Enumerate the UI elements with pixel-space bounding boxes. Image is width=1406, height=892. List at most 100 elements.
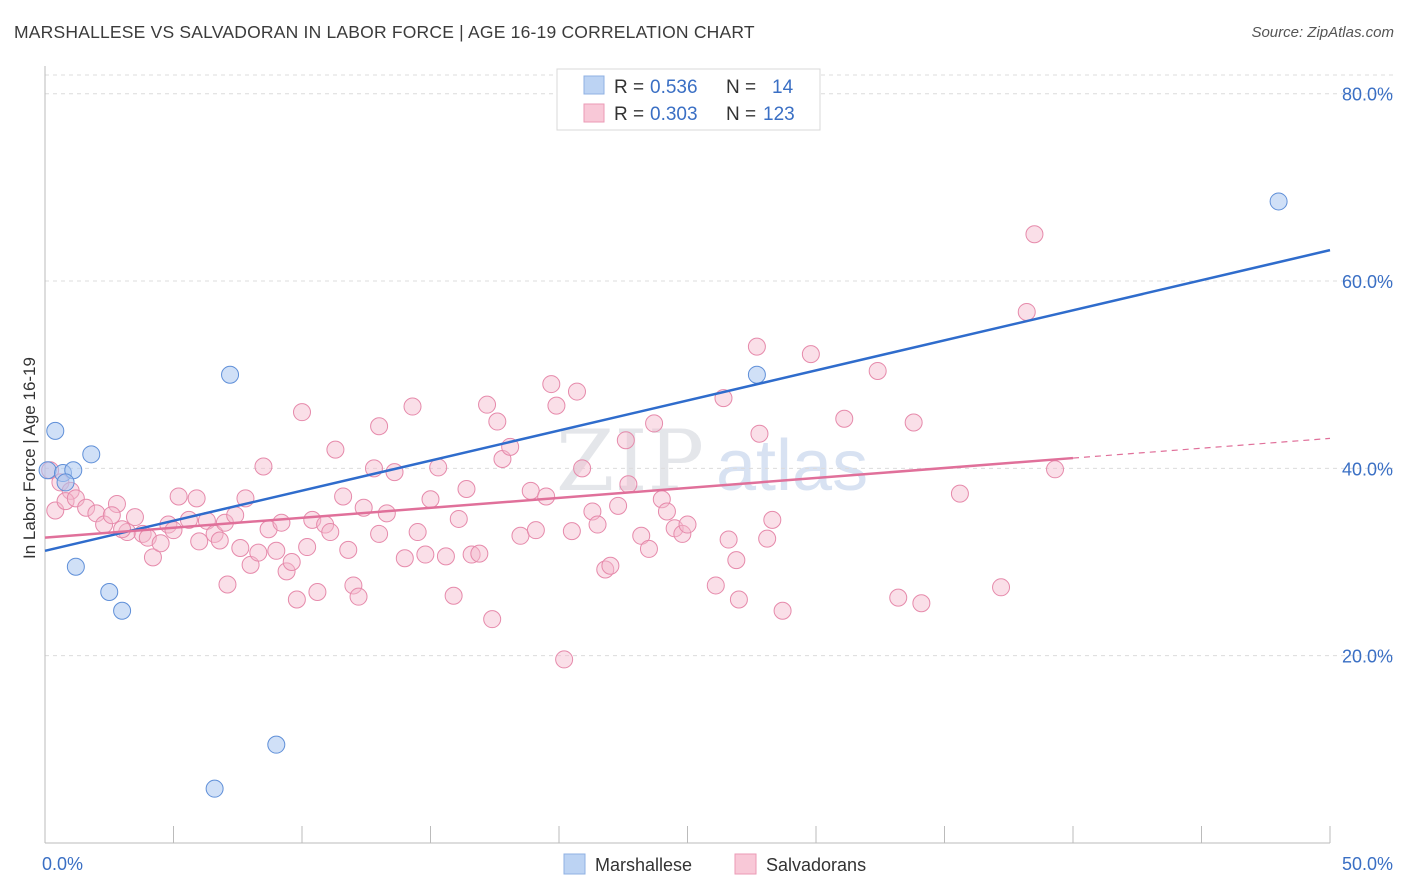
- salvadorans-point: [763, 510, 782, 529]
- salvadorans-point: [66, 489, 85, 508]
- salvadorans-trend-extension: [1072, 437, 1331, 459]
- salvadorans-point: [462, 545, 481, 564]
- salvadorans-point: [747, 337, 766, 356]
- salvadorans-point: [1046, 460, 1065, 479]
- salvadorans-point: [56, 492, 75, 511]
- salvadorans-point: [719, 530, 738, 549]
- legend-swatch-marshallese: [583, 75, 605, 95]
- marshallese-point: [82, 445, 101, 464]
- chart-title: MARSHALLESE VS SALVADORAN IN LABOR FORCE…: [14, 22, 755, 42]
- salvadorans-point: [254, 457, 273, 476]
- watermark-atlas: atlas: [716, 426, 868, 506]
- marshallese-point: [46, 421, 65, 440]
- marshallese-points: [38, 192, 1288, 798]
- marshallese-point: [38, 461, 57, 480]
- salvadorans-point: [601, 556, 620, 575]
- salvadorans-point: [164, 521, 183, 540]
- salvadorans-point: [616, 431, 635, 450]
- marshallese-point: [267, 735, 286, 754]
- salvadorans-point: [218, 575, 237, 594]
- salvadorans-point: [421, 490, 440, 509]
- legend-swatch-salvadorans: [583, 103, 605, 123]
- salvadorans-point: [706, 576, 725, 595]
- salvadorans-point: [231, 538, 250, 557]
- y-tick-label: 80.0%: [1342, 85, 1393, 105]
- salvadorans-point: [444, 586, 463, 605]
- marshallese-point: [56, 473, 75, 492]
- salvadorans-point: [334, 487, 353, 506]
- salvadorans-point: [370, 524, 389, 543]
- salvadorans-point: [639, 539, 658, 558]
- salvadorans-point: [729, 590, 748, 609]
- marshallese-trend-line: [44, 248, 1331, 553]
- salvadorans-point: [385, 463, 404, 482]
- marshallese-point: [113, 601, 132, 620]
- bottom-legend-marshallese: Marshallese: [595, 855, 692, 875]
- salvadorans-point: [169, 487, 188, 506]
- marshallese-point: [1269, 192, 1288, 211]
- salvadorans-point: [210, 531, 229, 550]
- salvadorans-point: [801, 345, 820, 364]
- salvadorans-point: [395, 549, 414, 568]
- salvadorans-point: [293, 403, 311, 422]
- legend-n-value-1: 14: [772, 77, 794, 98]
- salvadorans-point: [645, 414, 664, 433]
- salvadorans-point: [370, 417, 389, 436]
- source-credit: Source: ZipAtlas.com: [1251, 24, 1394, 41]
- salvadorans-point: [904, 413, 923, 432]
- salvadorans-point: [403, 397, 422, 416]
- salvadorans-point: [750, 424, 769, 443]
- legend-n-label-1: N =: [726, 77, 756, 98]
- salvadorans-point: [272, 513, 291, 532]
- legend-n-value-2: 123: [763, 104, 795, 125]
- legend-r-value-1: 0.536: [650, 77, 698, 98]
- salvadorans-point: [349, 587, 368, 606]
- salvadorans-point: [992, 578, 1011, 597]
- y-tick-label: 20.0%: [1342, 647, 1393, 667]
- salvadorans-point: [1017, 302, 1036, 321]
- y-axis-label: In Labor Force | Age 16-19: [20, 357, 39, 559]
- salvadorans-point: [277, 562, 296, 581]
- marshallese-point: [66, 557, 85, 576]
- salvadorans-point: [298, 538, 317, 557]
- salvadorans-point: [521, 481, 540, 500]
- salvadorans-point: [950, 484, 969, 503]
- salvadorans-point: [408, 523, 427, 542]
- salvadorans-point: [555, 650, 574, 669]
- salvadorans-point: [46, 501, 65, 520]
- marshallese-point: [747, 365, 766, 384]
- stats-legend: R = 0.536 N = 14 R = 0.303 N = 123: [556, 68, 821, 131]
- salvadorans-point: [143, 548, 162, 567]
- series-legend: Marshallese Salvadorans: [563, 853, 866, 875]
- salvadorans-point: [542, 375, 561, 394]
- salvadorans-point: [678, 515, 697, 534]
- salvadorans-point: [102, 506, 121, 525]
- salvadorans-point: [727, 551, 746, 570]
- x-tick-label-max: 50.0%: [1342, 854, 1393, 874]
- salvadorans-point: [511, 526, 530, 545]
- watermark-zip: ZIP: [556, 412, 704, 510]
- bottom-legend-swatch-marshallese: [563, 853, 586, 875]
- salvadorans-point: [835, 409, 854, 428]
- salvadorans-point: [326, 440, 345, 459]
- marshallese-point: [221, 365, 240, 384]
- salvadorans-point: [282, 553, 301, 572]
- tick-labels: 20.0% 40.0% 60.0% 80.0% 0.0% 50.0%: [42, 85, 1393, 874]
- bottom-legend-salvadorans: Salvadorans: [766, 855, 866, 875]
- salvadorans-point: [125, 508, 144, 527]
- salvadorans-trend-line: [44, 456, 1074, 539]
- salvadorans-point: [483, 610, 502, 629]
- salvadorans-point: [339, 540, 358, 559]
- salvadorans-point: [619, 475, 638, 494]
- salvadorans-point: [588, 515, 607, 534]
- marshallese-point: [100, 582, 119, 601]
- salvadorans-point: [657, 502, 676, 521]
- salvadorans-point: [547, 396, 566, 415]
- salvadorans-point: [287, 590, 306, 609]
- salvadorans-point: [457, 479, 476, 498]
- salvadorans-point: [526, 521, 545, 540]
- salvadorans-point: [1025, 225, 1044, 244]
- salvadorans-point: [190, 532, 209, 551]
- salvadorans-point: [429, 458, 448, 477]
